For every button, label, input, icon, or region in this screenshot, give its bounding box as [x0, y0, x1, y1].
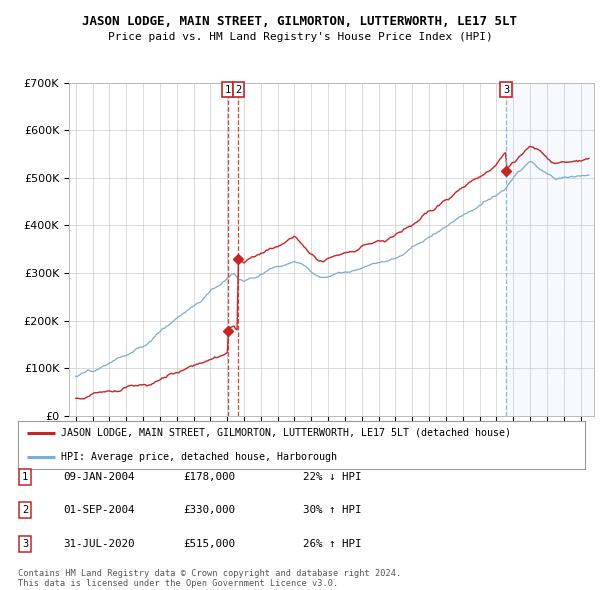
Text: 30% ↑ HPI: 30% ↑ HPI — [303, 506, 361, 515]
Text: HPI: Average price, detached house, Harborough: HPI: Average price, detached house, Harb… — [61, 452, 337, 462]
Text: 31-JUL-2020: 31-JUL-2020 — [63, 539, 134, 549]
Text: 22% ↓ HPI: 22% ↓ HPI — [303, 472, 361, 481]
Text: Contains HM Land Registry data © Crown copyright and database right 2024.
This d: Contains HM Land Registry data © Crown c… — [18, 569, 401, 588]
Text: 01-SEP-2004: 01-SEP-2004 — [63, 506, 134, 515]
Text: 2: 2 — [22, 506, 28, 515]
Text: JASON LODGE, MAIN STREET, GILMORTON, LUTTERWORTH, LE17 5LT: JASON LODGE, MAIN STREET, GILMORTON, LUT… — [83, 15, 517, 28]
Text: 3: 3 — [22, 539, 28, 549]
Text: JASON LODGE, MAIN STREET, GILMORTON, LUTTERWORTH, LE17 5LT (detached house): JASON LODGE, MAIN STREET, GILMORTON, LUT… — [61, 428, 511, 438]
Text: Price paid vs. HM Land Registry's House Price Index (HPI): Price paid vs. HM Land Registry's House … — [107, 32, 493, 42]
Text: 1: 1 — [22, 472, 28, 481]
Text: £515,000: £515,000 — [183, 539, 235, 549]
Text: 09-JAN-2004: 09-JAN-2004 — [63, 472, 134, 481]
Text: 1: 1 — [224, 85, 231, 95]
Text: 26% ↑ HPI: 26% ↑ HPI — [303, 539, 361, 549]
Text: £330,000: £330,000 — [183, 506, 235, 515]
Bar — [506, 83, 594, 416]
Text: £178,000: £178,000 — [183, 472, 235, 481]
Text: 3: 3 — [503, 85, 509, 95]
Text: 2: 2 — [236, 85, 242, 95]
